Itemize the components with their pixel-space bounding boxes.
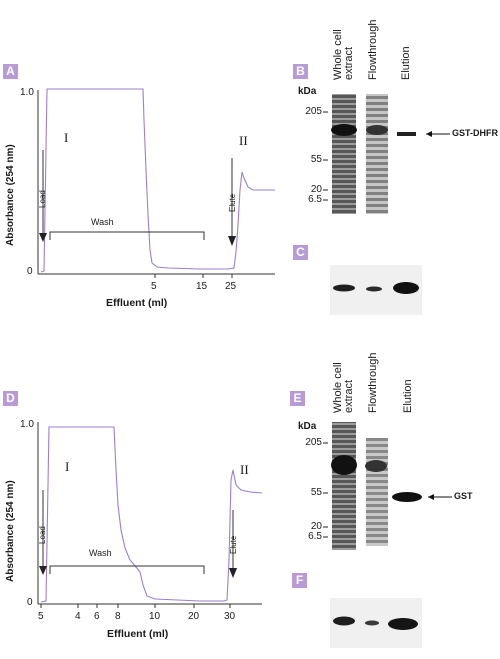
top-y-tick-1: 1.0 bbox=[20, 87, 34, 98]
bottom-lane-2-main-band bbox=[365, 460, 387, 472]
panel-c-label: C bbox=[293, 245, 308, 260]
top-x-tick-15: 15 bbox=[196, 281, 208, 292]
top-peak-i: I bbox=[64, 130, 69, 145]
bottom-band-label: GST bbox=[454, 491, 473, 501]
bottom-y-tick-1: 1.0 bbox=[20, 419, 34, 430]
top-peak-ii: II bbox=[239, 133, 248, 148]
bottom-wash-label: Wash bbox=[89, 548, 112, 558]
bottom-blot-band-3 bbox=[388, 618, 418, 630]
top-wash-label: Wash bbox=[91, 217, 114, 227]
top-blot-band-3 bbox=[393, 282, 419, 294]
bottom-x-tick-4: 4 bbox=[75, 611, 81, 622]
bottom-lane-1-smear bbox=[332, 422, 356, 550]
top-elute-arrow bbox=[228, 236, 236, 246]
bottom-elute-arrow bbox=[229, 568, 237, 578]
bottom-y-tick-0: 0 bbox=[27, 597, 33, 608]
panel-b-label: B bbox=[293, 64, 308, 79]
bottom-x-tick-30: 30 bbox=[224, 611, 236, 622]
bottom-load-arrow bbox=[39, 566, 47, 575]
bottom-x-axis-label: Effluent (ml) bbox=[107, 628, 169, 640]
bottom-blot-band-2 bbox=[365, 620, 379, 626]
panel-f-label: F bbox=[292, 573, 307, 588]
top-blot-band-1 bbox=[333, 284, 355, 292]
bottom-lane-1-main-band bbox=[331, 455, 357, 475]
bottom-uv-trace bbox=[40, 426, 263, 603]
top-mw-55: 55 bbox=[310, 154, 322, 165]
top-kda-label: kDa bbox=[298, 86, 317, 97]
bottom-peak-i: I bbox=[65, 459, 70, 474]
bottom-x-tick-20: 20 bbox=[188, 611, 200, 622]
bottom-peak-ii: II bbox=[240, 462, 249, 477]
bottom-mw-55: 55 bbox=[310, 487, 322, 498]
bottom-x-tick-8: 8 bbox=[115, 611, 121, 622]
top-y-tick-0: 0 bbox=[27, 266, 33, 277]
top-x-axis-label: Effluent (ml) bbox=[106, 297, 168, 309]
top-band-label: GST-DHFR bbox=[452, 128, 498, 138]
top-lane-2-smear bbox=[366, 94, 388, 214]
bottom-mw-205: 205 bbox=[305, 437, 322, 448]
bottom-blot-band-1 bbox=[333, 616, 355, 626]
bottom-mw-6-5: 6.5 bbox=[308, 531, 322, 542]
bottom-elution-band bbox=[392, 492, 422, 502]
bottom-x-tick-6: 6 bbox=[94, 611, 100, 622]
bottom-kda-label: kDa bbox=[298, 421, 317, 432]
bottom-x-tick-5: 5 bbox=[38, 611, 44, 622]
top-lane-2-main-band bbox=[366, 125, 388, 135]
panel-d-label: D bbox=[3, 391, 18, 406]
top-load-arrow bbox=[39, 233, 47, 242]
top-x-tick-5: 5 bbox=[151, 281, 157, 292]
top-mw-6-5: 6.5 bbox=[308, 194, 322, 205]
bottom-x-tick-10: 10 bbox=[149, 611, 161, 622]
top-uv-trace bbox=[40, 88, 275, 273]
panel-a-label: A bbox=[3, 64, 18, 79]
bottom-wash-bracket bbox=[49, 565, 205, 574]
top-x-tick-25: 25 bbox=[225, 281, 237, 292]
top-elution-band bbox=[397, 132, 416, 136]
top-wash-bracket bbox=[49, 231, 205, 240]
panel-e-label: E bbox=[290, 391, 305, 406]
top-blot-band-2 bbox=[366, 286, 382, 292]
top-lane-1-smear bbox=[332, 94, 356, 214]
top-lane-1-main-band bbox=[331, 124, 357, 136]
top-mw-20: 20 bbox=[310, 184, 322, 195]
top-mw-205: 205 bbox=[305, 106, 322, 117]
bottom-mw-20: 20 bbox=[310, 521, 322, 532]
